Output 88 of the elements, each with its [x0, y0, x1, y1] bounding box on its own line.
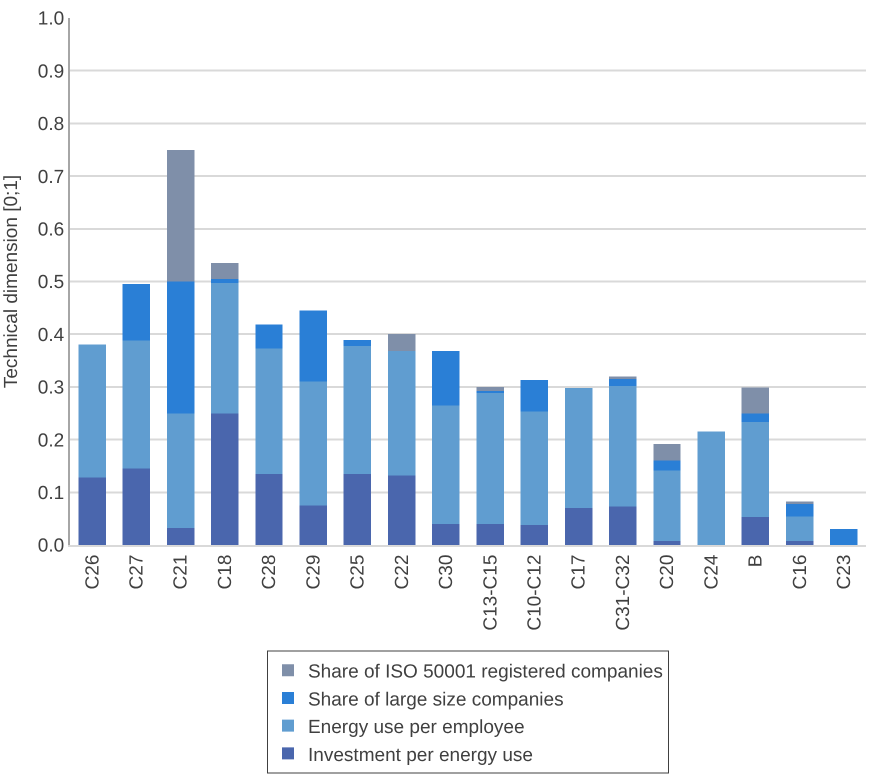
x-tick-label: B — [746, 554, 767, 568]
bar — [300, 310, 327, 382]
bar — [344, 340, 372, 346]
bar — [166, 528, 194, 545]
bar — [388, 334, 416, 352]
y-axis-title: Technical dimension [0;1] — [1, 174, 22, 388]
bar — [166, 413, 194, 528]
x-tick-label: C31-C32 — [612, 554, 634, 631]
legend-label: Share of ISO 50001 registered companies — [308, 662, 663, 683]
bar — [432, 524, 460, 545]
bar — [122, 284, 150, 341]
legend-label: Share of large size companies — [308, 689, 564, 710]
bar — [211, 413, 238, 545]
y-tick-label: 0.2 — [38, 430, 64, 452]
bar — [609, 379, 636, 386]
bar — [742, 517, 770, 545]
bar — [300, 382, 327, 506]
bar — [476, 393, 504, 524]
bar — [786, 516, 814, 541]
bar — [786, 540, 814, 545]
legend-label: Investment per energy use — [308, 744, 533, 766]
bar — [166, 150, 194, 282]
x-tick-label: C28 — [259, 554, 280, 590]
x-tick-label: C23 — [834, 554, 856, 590]
x-tick-label: C30 — [436, 554, 458, 590]
bar — [344, 474, 372, 545]
bar — [432, 405, 460, 524]
legend-label: Energy use per employee — [308, 717, 525, 738]
bar — [255, 348, 283, 474]
bar — [742, 422, 770, 518]
y-tick-label: 0.7 — [38, 166, 64, 188]
bar — [742, 413, 770, 422]
bar — [520, 380, 548, 412]
bar — [742, 387, 770, 414]
bar — [78, 478, 106, 545]
bar — [476, 524, 504, 545]
y-tick-label: 0.3 — [38, 378, 64, 399]
bar — [300, 505, 327, 545]
x-tick-label: C13-C15 — [480, 554, 502, 631]
bar — [786, 504, 814, 517]
bar — [698, 432, 725, 545]
bar — [78, 344, 106, 478]
y-tick-label: 0.4 — [38, 324, 65, 346]
x-tick-label: C20 — [657, 554, 678, 590]
bar — [609, 386, 636, 507]
bar — [609, 376, 636, 379]
bar — [211, 263, 238, 279]
bar — [432, 351, 460, 406]
y-tick-label: 0.9 — [38, 61, 64, 82]
x-tick-label: C16 — [790, 554, 811, 590]
y-tick-label: 1.0 — [38, 8, 64, 30]
bar — [564, 508, 592, 545]
bar — [388, 475, 416, 545]
bar — [255, 324, 283, 348]
bar — [166, 282, 194, 414]
bar — [653, 460, 681, 471]
bar — [830, 529, 858, 545]
bar — [476, 386, 504, 392]
bar — [211, 278, 238, 284]
bar — [786, 501, 814, 504]
bar — [255, 474, 283, 545]
x-tick-label: C26 — [82, 554, 104, 590]
y-tick-label: 0.6 — [38, 219, 64, 240]
bar — [344, 346, 372, 474]
bar — [653, 540, 681, 545]
y-tick-label: 0.5 — [38, 272, 64, 294]
bar — [520, 412, 548, 525]
x-tick-label: C25 — [348, 554, 369, 590]
bar — [609, 506, 636, 545]
x-tick-label: C21 — [170, 554, 192, 590]
x-tick-label: C24 — [701, 554, 722, 590]
x-tick-label: C29 — [303, 554, 324, 590]
y-tick-label: 0.8 — [38, 114, 64, 136]
bar — [388, 351, 416, 476]
x-tick-label: C27 — [126, 554, 148, 590]
x-tick-label: C18 — [214, 554, 236, 590]
y-tick-label: 0.1 — [38, 482, 64, 504]
bar — [653, 470, 681, 541]
x-tick-label: C10-C12 — [524, 554, 546, 631]
x-tick-label: C17 — [568, 554, 590, 590]
bar — [653, 444, 681, 461]
bar — [122, 468, 150, 545]
y-tick-label: 0.0 — [38, 536, 64, 557]
bar — [122, 340, 150, 469]
bar — [520, 524, 548, 545]
bar — [211, 283, 238, 414]
x-tick-label: C22 — [392, 554, 413, 590]
bar — [564, 388, 592, 508]
